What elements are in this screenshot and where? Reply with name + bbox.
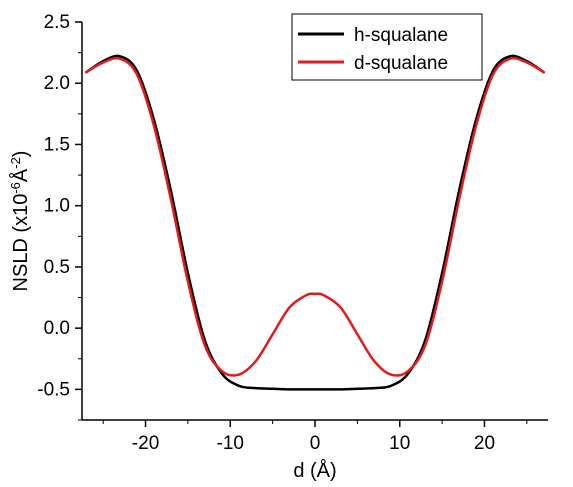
plot-area: -20 -10 0 10 20 -0.5 0.0 0.5 1.0 1.5 2.0 2.5 xyxy=(37,12,548,454)
y-axis-title-exp1: -6 xyxy=(8,182,23,194)
y-axis-title-end: ) xyxy=(10,151,32,158)
y-axis-title: NSLD (x10-6Å-2) xyxy=(8,151,32,292)
y-axis-title-mid: Å xyxy=(9,168,32,182)
y-tick-label: 1.0 xyxy=(44,196,70,217)
series-line-d-squalane xyxy=(84,56,546,377)
x-tick-label: -10 xyxy=(217,433,244,454)
x-tick-label: 10 xyxy=(389,433,410,454)
y-axis-title-exp2: -2 xyxy=(8,157,23,169)
series-lines xyxy=(84,54,546,391)
y-tick-label: 0.0 xyxy=(44,318,70,339)
x-tick-label: 20 xyxy=(474,433,495,454)
y-tick-label: 2.0 xyxy=(44,73,70,94)
legend-box xyxy=(291,13,483,81)
x-tick-label: 0 xyxy=(310,433,321,454)
y-axis-ticks: -0.5 0.0 0.5 1.0 1.5 2.0 2.5 xyxy=(37,12,82,421)
legend-label-d-squalane: d-squalane xyxy=(354,53,448,74)
x-axis-ticks: -20 -10 0 10 20 xyxy=(102,420,528,454)
y-axis-title-main: NSLD (x10 xyxy=(10,194,32,292)
legend-label-h-squalane: h-squalane xyxy=(354,25,448,46)
series-line-h-squalane xyxy=(84,54,546,391)
y-tick-label: 1.5 xyxy=(44,134,70,155)
x-axis-title: d (Å) xyxy=(293,459,336,482)
x-tick-label: -20 xyxy=(132,433,159,454)
y-tick-label: 2.5 xyxy=(44,12,70,33)
y-tick-label: 0.5 xyxy=(44,257,70,278)
legend: h-squalane d-squalane xyxy=(291,13,483,81)
y-tick-label: -0.5 xyxy=(37,379,70,400)
